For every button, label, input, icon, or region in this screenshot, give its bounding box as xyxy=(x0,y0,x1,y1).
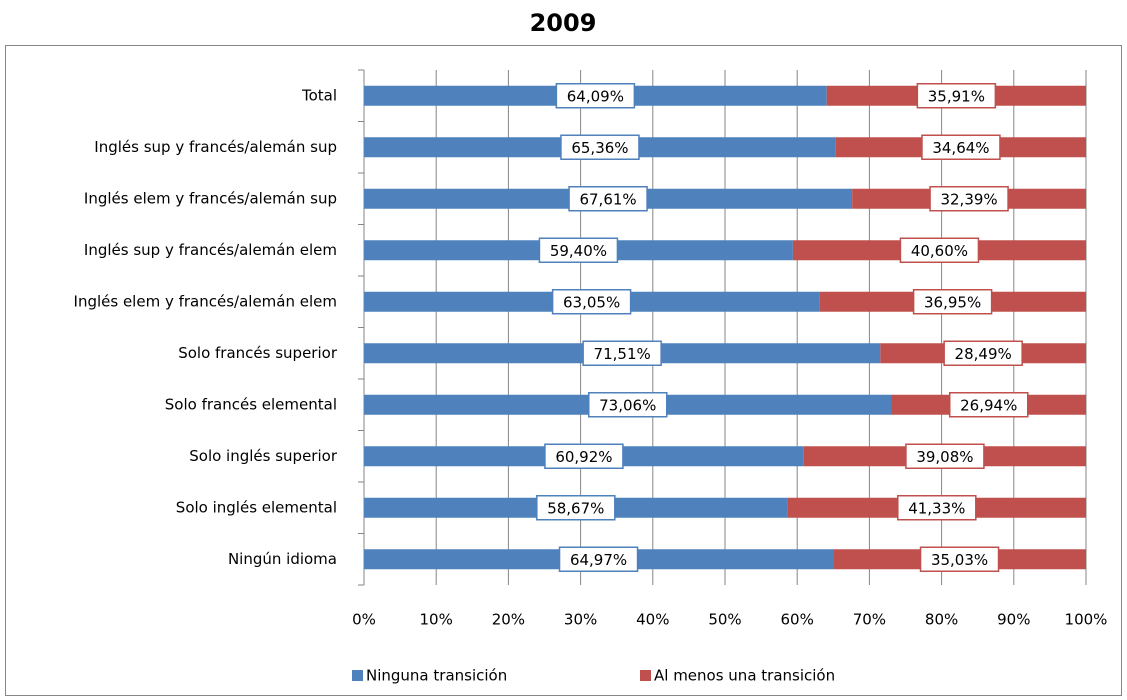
data-label-box xyxy=(568,186,648,212)
data-label-box xyxy=(912,289,993,315)
data-label-box xyxy=(921,134,1001,160)
y-tick-label: Solo francés superior xyxy=(178,344,338,362)
data-label-box xyxy=(538,237,619,263)
data-label-box xyxy=(916,83,997,109)
data-label-box xyxy=(897,495,977,521)
y-tick-label: Solo inglés superior xyxy=(189,447,338,465)
legend-swatch xyxy=(352,670,363,681)
x-tick-label: 40% xyxy=(636,611,669,629)
data-label: 64,09% xyxy=(567,87,624,105)
data-label: 32,39% xyxy=(940,190,997,208)
data-label-box xyxy=(948,392,1029,418)
data-label: 59,40% xyxy=(550,242,607,260)
data-label-box xyxy=(919,546,1000,572)
data-label: 34,64% xyxy=(932,139,989,157)
y-tick-label: Inglés elem y francés/alemán sup xyxy=(84,189,337,207)
data-label: 41,33% xyxy=(908,499,965,517)
data-label-box xyxy=(544,443,624,469)
data-label: 28,49% xyxy=(955,345,1012,363)
data-label-box xyxy=(560,134,640,160)
chart-title: 2009 xyxy=(530,9,597,37)
legend-label: Ninguna transición xyxy=(366,667,507,685)
data-label: 39,08% xyxy=(916,448,973,466)
data-label: 63,05% xyxy=(563,293,620,311)
data-label: 36,95% xyxy=(924,293,981,311)
data-label-box xyxy=(943,340,1023,366)
data-label: 58,67% xyxy=(547,499,604,517)
data-label: 73,06% xyxy=(599,396,656,414)
y-tick-label: Ningún idioma xyxy=(228,550,337,568)
x-tick-label: 80% xyxy=(925,611,958,629)
x-tick-label: 50% xyxy=(708,611,741,629)
data-label: 60,92% xyxy=(555,448,612,466)
y-tick-label: Total xyxy=(301,86,337,104)
data-label-box xyxy=(558,546,639,572)
data-label-box xyxy=(929,186,1009,212)
legend-swatch xyxy=(640,670,651,681)
data-label-box xyxy=(905,443,985,469)
x-tick-label: 20% xyxy=(492,611,525,629)
x-tick-label: 10% xyxy=(420,611,453,629)
x-tick-label: 100% xyxy=(1065,611,1108,629)
y-tick-label: Solo francés elemental xyxy=(165,395,337,413)
y-tick-label: Inglés sup y francés/alemán sup xyxy=(94,138,337,156)
data-label: 67,61% xyxy=(579,190,636,208)
data-label: 40,60% xyxy=(911,242,968,260)
data-label-box xyxy=(899,237,980,263)
y-tick-label: Inglés elem y francés/alemán elem xyxy=(74,292,337,310)
data-label: 26,94% xyxy=(960,396,1017,414)
x-tick-label: 90% xyxy=(997,611,1030,629)
data-label-box xyxy=(587,392,668,418)
data-label: 65,36% xyxy=(571,139,628,157)
y-tick-label: Solo inglés elemental xyxy=(176,498,337,516)
x-tick-label: 30% xyxy=(564,611,597,629)
data-label: 71,51% xyxy=(594,345,651,363)
data-label-box xyxy=(555,83,636,109)
data-label: 35,03% xyxy=(931,551,988,569)
data-label-box xyxy=(551,289,632,315)
x-tick-label: 0% xyxy=(352,611,376,629)
x-tick-label: 60% xyxy=(781,611,814,629)
y-tick-label: Inglés sup y francés/alemán elem xyxy=(84,241,337,259)
data-label-box xyxy=(536,495,616,521)
data-label: 35,91% xyxy=(928,87,985,105)
data-label: 64,97% xyxy=(570,551,627,569)
x-tick-label: 70% xyxy=(853,611,886,629)
data-label-box xyxy=(582,340,662,366)
legend-label: Al menos una transición xyxy=(654,667,835,685)
